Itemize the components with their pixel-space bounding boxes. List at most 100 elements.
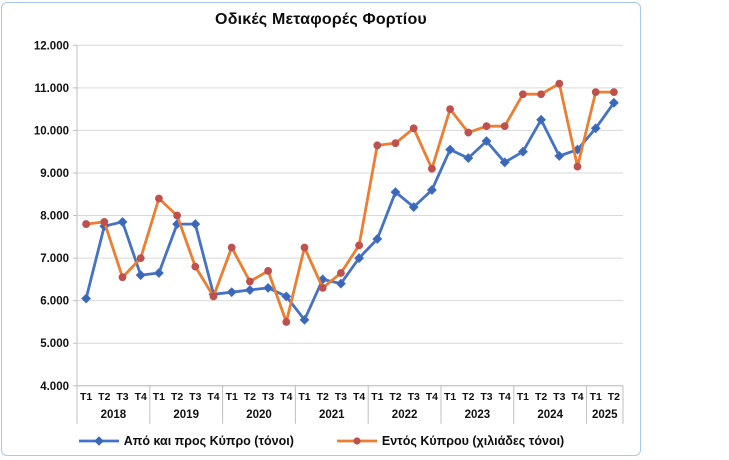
data-point-diamond — [299, 314, 310, 325]
data-point-circle — [409, 124, 418, 133]
data-point-diamond — [226, 287, 237, 298]
x-axis-quarter-label: Τ4 — [499, 391, 511, 403]
data-point-circle — [427, 164, 436, 173]
legend-marker-blue-diamond-icon — [78, 436, 119, 446]
data-point-circle — [209, 292, 218, 301]
legend-item-to-from-cyprus: Από και προς Κύπρο (τόνοι) — [78, 434, 294, 448]
plot-area: 12.000 11.000 10.000 9.000 8.000 7.000 6.000 5.… — [34, 40, 624, 424]
x-axis-quarter-label: Τ2 — [244, 391, 256, 403]
x-axis-year-label: 2022 — [392, 409, 418, 421]
y-axis-label: 6.000 — [40, 296, 69, 308]
data-point-circle — [173, 211, 182, 220]
data-point-circle — [227, 243, 236, 252]
x-axis-quarter-label: Τ2 — [389, 391, 401, 403]
data-point-circle — [391, 139, 400, 148]
chart-frame: Οδικές Μεταφορές Φορτίου 12.000 11.000 10.… — [1, 2, 641, 456]
data-point-circle — [591, 88, 600, 97]
series-line-orange — [84, 82, 616, 324]
data-point-circle — [300, 243, 309, 252]
legend-marker-orange-circle-icon — [336, 437, 377, 445]
legend-label: Εντός Κύπρου (χιλιάδες τόνοι) — [381, 434, 565, 448]
data-point-diamond — [390, 187, 401, 198]
data-point-circle — [500, 122, 509, 131]
x-axis-quarter-label: Τ3 — [335, 391, 347, 403]
x-axis-quarter-label: Τ3 — [262, 391, 274, 403]
data-point-diamond — [354, 253, 365, 264]
x-axis-quarter-label: Τ1 — [517, 391, 529, 403]
data-point-circle — [82, 220, 90, 228]
x-axis-quarter-label: Τ3 — [408, 391, 420, 403]
x-axis-quarter-label: Τ1 — [153, 391, 165, 403]
data-point-diamond — [81, 293, 92, 304]
x-axis-quarter-label: Τ4 — [353, 391, 365, 403]
data-point-circle — [264, 266, 273, 275]
x-axis-year-label: 2025 — [592, 409, 618, 421]
data-point-circle — [336, 269, 345, 277]
x-axis-year-label: 2023 — [465, 409, 491, 421]
x-axis-quarter-label: Τ3 — [116, 391, 128, 403]
y-axis-label: 4.000 — [40, 381, 69, 393]
x-axis-year-label: 2018 — [101, 409, 127, 421]
data-point-circle — [519, 90, 527, 99]
x-axis-quarter-label: Τ4 — [280, 391, 292, 403]
data-point-circle — [373, 141, 382, 150]
x-axis-quarter-label: Τ4 — [571, 391, 583, 403]
data-point-diamond — [426, 185, 437, 195]
y-axis-label: 11.000 — [34, 83, 69, 95]
data-point-circle — [118, 273, 127, 282]
y-axis-label: 9.000 — [40, 168, 69, 180]
x-axis-quarter-label: Τ3 — [553, 391, 565, 403]
data-point-diamond — [335, 278, 346, 289]
x-axis-quarter-label: Τ3 — [480, 391, 492, 403]
x-axis-year-label: 2019 — [173, 409, 199, 421]
data-point-diamond — [153, 268, 164, 278]
data-point-diamond — [590, 123, 601, 134]
data-point-diamond — [408, 202, 419, 213]
data-point-circle — [318, 284, 327, 292]
data-point-diamond — [517, 146, 528, 157]
x-axis-quarter-label: Τ2 — [317, 391, 329, 403]
legend-item-within-cyprus: Εντός Κύπρου (χιλιάδες τόνοι) — [336, 434, 564, 448]
data-point-diamond — [499, 157, 510, 168]
x-axis-year-label: 2024 — [537, 409, 563, 421]
data-point-circle — [555, 79, 564, 88]
y-axis-label: 10.000 — [34, 125, 69, 137]
data-point-diamond — [481, 136, 492, 147]
x-axis-quarter-label: Τ4 — [426, 391, 438, 403]
data-point-circle — [282, 318, 291, 326]
data-point-circle — [482, 122, 491, 131]
y-axis-label: 5.000 — [40, 338, 69, 350]
x-axis-quarter-label: Τ3 — [189, 391, 201, 403]
legend: Από και προς Κύπρο (τόνοι) Εντός Κύπρου … — [2, 434, 640, 448]
data-point-circle — [355, 241, 364, 250]
x-axis-quarter-label: Τ4 — [135, 391, 147, 403]
data-point-circle — [245, 277, 254, 286]
x-axis-quarter-label: Τ1 — [226, 391, 238, 403]
data-point-circle — [191, 262, 200, 271]
data-point-circle — [100, 218, 109, 226]
data-point-diamond — [244, 285, 255, 296]
legend-label: Από και προς Κύπρο (τόνοι) — [123, 434, 294, 448]
data-point-diamond — [281, 291, 292, 302]
x-axis-year-label: 2020 — [246, 409, 272, 421]
data-point-circle — [446, 105, 455, 114]
data-point-diamond — [608, 97, 619, 108]
x-axis-quarter-label: Τ1 — [590, 391, 602, 403]
data-point-diamond — [190, 219, 201, 230]
x-axis-quarter-label: Τ2 — [462, 391, 474, 403]
series-line-blue — [84, 101, 616, 322]
data-point-diamond — [372, 233, 383, 244]
y-axis-label: 7.000 — [40, 253, 69, 265]
data-point-diamond — [117, 216, 128, 227]
y-axis-label: 12.000 — [34, 40, 69, 52]
data-point-diamond — [445, 144, 456, 155]
data-point-diamond — [463, 153, 474, 164]
data-point-diamond — [135, 270, 146, 281]
x-axis-quarter-label: Τ4 — [207, 391, 219, 403]
data-point-diamond — [554, 150, 565, 161]
data-point-diamond — [536, 114, 547, 125]
data-point-circle — [154, 194, 163, 203]
y-axis-label: 8.000 — [40, 211, 69, 223]
x-axis-quarter-label: Τ1 — [444, 391, 456, 403]
x-axis-quarter-label: Τ2 — [98, 391, 110, 403]
